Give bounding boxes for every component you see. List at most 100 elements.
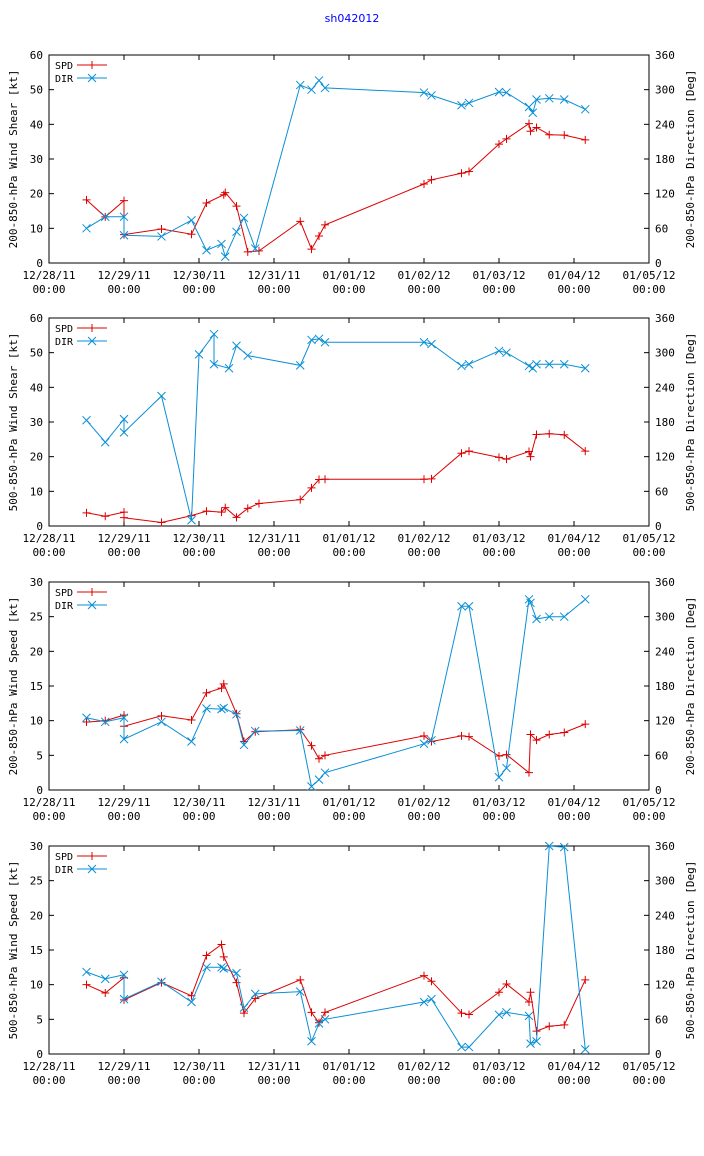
panel-1-spd-point	[321, 220, 329, 229]
panel-2-ytick-label: 10	[30, 485, 43, 498]
panel-4-dir-point	[532, 1036, 541, 1046]
panel-4-spd-point	[545, 1022, 554, 1031]
panel-1-legend-dir-marker	[87, 73, 97, 83]
panel-3-spd-point	[321, 751, 329, 760]
panel-1-y2tick-label: 60	[655, 222, 668, 235]
panel-1-spd-point	[525, 119, 533, 128]
panel-1-ytick-label: 50	[30, 84, 43, 97]
panel-2-dir-point	[187, 515, 196, 525]
panel-3-spd-point	[157, 711, 166, 720]
panel-2-dir-point	[307, 335, 316, 345]
panel-1-spd-line	[86, 122, 586, 253]
panel-4-y2tick-label: 360	[655, 840, 675, 853]
panel-4-y2tick-label: 240	[655, 909, 675, 922]
panel-3-dir-point	[82, 713, 91, 723]
panel-1-dir-point	[157, 232, 166, 241]
panel-2-xtick-date: 12/31/11	[248, 532, 301, 545]
panel-3-dir-point	[526, 598, 535, 608]
panel-3-ytick-label: 15	[30, 680, 43, 693]
panel-1-xtick-time: 00:00	[182, 283, 215, 296]
panel-2-xtick-time: 00:00	[32, 546, 65, 559]
panel-1-dir-point	[119, 212, 129, 222]
panel-2-spd-point	[82, 508, 91, 517]
panel-4-spd-point	[465, 1010, 473, 1019]
panel-1-xtick-time: 00:00	[632, 283, 665, 296]
panel-4-dir-point	[157, 977, 166, 987]
panel-4-xtick-time: 00:00	[107, 1074, 140, 1087]
panel-2-legend-dir-label: DIR	[55, 337, 74, 348]
panel-4-dir-point	[457, 1042, 466, 1052]
panel-1-spd-point	[296, 217, 305, 226]
panel-3-dir-point	[559, 612, 569, 622]
panel-2-spd-point	[296, 495, 305, 504]
panel-4-dir-point	[119, 970, 129, 980]
panel-2-ytick-label: 20	[30, 451, 43, 464]
panel-4-xtick-date: 01/04/12	[548, 1060, 601, 1073]
panel-1-dir-point	[100, 212, 110, 222]
panel-4-xtick-date: 12/31/11	[248, 1060, 301, 1073]
panel-4-dir-point	[202, 962, 211, 972]
panel-2-xtick-time: 00:00	[557, 546, 590, 559]
panel-3-xtick-time: 00:00	[482, 810, 515, 823]
panel-3-dir-point	[119, 734, 129, 744]
panel-2-xtick-time: 00:00	[107, 546, 140, 559]
panel-1-dir-point	[528, 108, 538, 118]
panel-4-dir-point	[250, 989, 260, 999]
panel-4-spd-point	[495, 988, 503, 997]
panel-2-dir-point	[580, 363, 590, 373]
panel-2-xtick-date: 01/02/12	[398, 532, 451, 545]
panel-4-dir-point	[219, 964, 229, 973]
panel-2-legend-spd-marker	[88, 324, 96, 332]
panel-2-dir-point	[559, 359, 569, 369]
panel-3-xtick-time: 00:00	[32, 810, 65, 823]
panel-2-dir-point	[502, 348, 511, 358]
panel-1-spd-point	[495, 140, 503, 149]
panel-4-spd-point	[420, 971, 428, 980]
panel-3-spd-point	[526, 730, 535, 739]
panel-4-dir-point	[100, 974, 110, 984]
panel-4-ytick-label: 15	[30, 944, 43, 957]
panel-3-xtick-date: 12/28/11	[23, 796, 76, 809]
panel-2-dir-point	[320, 337, 330, 347]
panel-3-spd-point	[457, 731, 466, 740]
panel-4-ytick-label: 0	[36, 1048, 43, 1061]
panel-4-y2tick-label: 0	[655, 1048, 662, 1061]
panel-3-dir-point	[532, 614, 541, 624]
panel-1-ytick-label: 10	[30, 222, 43, 235]
panel-3-spd-line	[86, 682, 586, 774]
panel-2-spd-point	[232, 513, 241, 522]
panel-3-dir-point	[295, 726, 305, 735]
panel-2-dir-point	[532, 359, 541, 369]
panel-3-spd-point	[502, 750, 511, 759]
panel-4-dir-point	[314, 1019, 324, 1028]
panel-2-frame	[48, 317, 650, 527]
panel-1-dir-point	[239, 213, 249, 223]
panel-1-spd-point	[420, 179, 428, 188]
panel-1-xtick-date: 12/29/11	[98, 269, 151, 282]
panel-4-dir-point	[526, 1039, 535, 1048]
panel-2-spd-point	[581, 447, 590, 456]
panel-1-dir-point	[307, 85, 316, 95]
panel-4-dir-point	[544, 841, 554, 851]
panel-1-spd-point	[581, 135, 590, 144]
panel-4-xtick-time: 00:00	[32, 1074, 65, 1087]
panel-1-dir-point	[320, 83, 330, 93]
panel-1-spd-point	[202, 199, 211, 208]
panel-2-spd-point	[321, 475, 329, 484]
panel-2-spd-point	[221, 503, 230, 512]
page-title: sh042012	[324, 12, 380, 25]
panel-1-spd-point	[427, 175, 436, 184]
panel-1-spd-point	[560, 131, 569, 140]
panel-1-frame	[48, 54, 650, 264]
panel-1-legend-spd-label: SPD	[55, 61, 73, 72]
panel-2-dir-point	[119, 428, 129, 437]
panel-1-legend-dir-label: DIR	[55, 74, 74, 85]
panel-2-xtick-date: 01/03/12	[473, 532, 526, 545]
panel-3-dir-point	[464, 601, 474, 611]
panel-4-dir-point	[232, 968, 241, 978]
panel-3-legend-dir-label: DIR	[55, 601, 74, 612]
panel-3-ytick-label: 0	[36, 784, 43, 797]
panel-2-dir-line	[86, 332, 586, 521]
panel-2-dir-point	[209, 359, 219, 369]
